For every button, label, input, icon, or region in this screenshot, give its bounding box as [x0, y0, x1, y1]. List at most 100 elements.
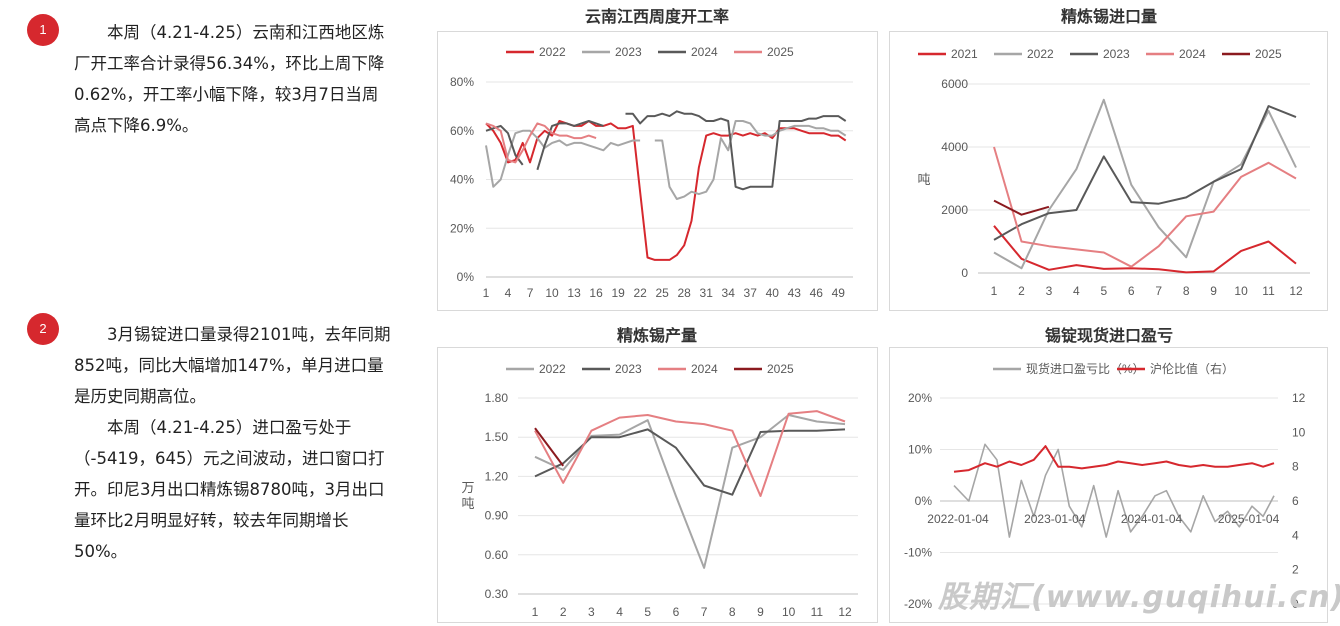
x-tick-label: 19 [611, 286, 625, 300]
series-line-2024 [534, 410, 846, 497]
x-tick-label: 10 [545, 286, 559, 300]
watermark-text: 股期汇(www.guqihui.cn) [938, 580, 1340, 615]
x-tick-label: 1 [483, 286, 490, 300]
x-tick-label: 46 [810, 286, 824, 300]
y-tick-label: 4000 [941, 140, 968, 154]
x-tick-label: 2022-01-04 [927, 512, 989, 526]
x-tick-label: 1 [532, 605, 539, 619]
y-tick-label: 0.30 [485, 587, 509, 601]
y-tick-label-right: 12 [1292, 391, 1306, 405]
series-line-ratio [953, 445, 1275, 473]
x-tick-label: 5 [1100, 284, 1107, 298]
x-tick-label: 4 [616, 605, 623, 619]
legend-label: 2022 [1027, 47, 1054, 61]
x-tick-label: 2023-01-04 [1024, 512, 1086, 526]
paragraph-capacity-rate: 本周（4.21-4.25）云南和江西地区炼厂开工率合计录得56.34%，环比上周… [74, 17, 392, 141]
x-tick-label: 7 [1155, 284, 1162, 298]
y-tick-label-left: -20% [904, 597, 932, 611]
x-tick-label: 10 [782, 605, 796, 619]
y-tick-label-left: 0% [915, 494, 933, 508]
legend-label: 2024 [691, 362, 718, 376]
x-tick-label: 8 [729, 605, 736, 619]
legend-label: 现货进口盈亏比（%） [1026, 361, 1145, 376]
legend-label: 2025 [767, 362, 794, 376]
x-tick-label: 16 [589, 286, 603, 300]
legend-label: 2024 [1179, 47, 1206, 61]
legend-label: 2023 [615, 362, 642, 376]
x-tick-label: 7 [527, 286, 534, 300]
y-tick-label-right: 8 [1292, 460, 1299, 474]
y-tick-label: 6000 [941, 77, 968, 91]
paragraph-import-volume: 3月锡锭进口量录得2101吨，去年同期852吨，同比大幅增加147%，单月进口量… [74, 319, 392, 567]
legend-label: 2021 [951, 47, 978, 61]
x-tick-label: 28 [678, 286, 692, 300]
y-tick-label: 80% [450, 75, 474, 89]
x-tick-label: 5 [644, 605, 651, 619]
y-tick-label: 1.50 [485, 430, 509, 444]
x-tick-label: 10 [1234, 284, 1248, 298]
y-tick-label-right: 4 [1292, 528, 1299, 542]
y-axis-label: 吨 [917, 172, 930, 187]
legend-label: 2023 [1103, 47, 1130, 61]
legend-label: 沪伦比值（右） [1150, 361, 1234, 376]
y-tick-label-right: 10 [1292, 425, 1306, 439]
legend-label: 2023 [615, 45, 642, 59]
series-line-2024 [485, 124, 524, 166]
series-line-2025 [485, 122, 597, 164]
series-line-profit [953, 443, 1275, 538]
chart-title: 精炼锡进口量 [1060, 7, 1157, 26]
y-tick-label-right: 6 [1292, 494, 1299, 508]
y-tick-label: 20% [450, 221, 474, 235]
legend-label: 2025 [1255, 47, 1282, 61]
chart-svg: 0.300.600.901.201.501.801 2 3 4 5 6 7 8 9 10 11 12万… [461, 362, 858, 619]
y-tick-label: 0 [961, 266, 968, 280]
series-line-2025 [534, 427, 565, 467]
y-tick-label: 0% [457, 270, 475, 284]
y-tick-label-left: -10% [904, 546, 932, 560]
x-tick-label: 43 [788, 286, 802, 300]
chart-panel-capacity-rate: 0% 20% 40% 60% 80% 1 4 7 10 13 16 19 22 25 28 31 34 37 40 4… [437, 31, 878, 311]
legend-label: 2024 [691, 45, 718, 59]
y-axis-label: 万 [461, 480, 474, 495]
series-line-2023 [654, 120, 847, 200]
series-line-2022 [534, 414, 846, 569]
y-tick-label-right: 0 [1292, 597, 1299, 611]
series-line-2024 [536, 120, 604, 171]
x-tick-label: 49 [832, 286, 846, 300]
x-tick-label: 25 [655, 286, 669, 300]
x-tick-label: 2025-01-04 [1218, 512, 1280, 526]
x-tick-label: 34 [722, 286, 736, 300]
chart-svg: 0% 20% 40% 60% 80% 1 4 7 10 13 16 19 22 25 28 31 34 37 40 4… [450, 45, 853, 300]
legend-label: 2022 [539, 362, 566, 376]
x-tick-label: 3 [1046, 284, 1053, 298]
x-tick-label: 4 [505, 286, 512, 300]
x-tick-label: 3 [588, 605, 595, 619]
y-tick-label: 0.90 [485, 509, 509, 523]
chart-title: 精炼锡产量 [616, 326, 697, 345]
x-tick-label: 6 [673, 605, 680, 619]
y-tick-label: 60% [450, 124, 474, 138]
x-tick-label: 9 [1210, 284, 1217, 298]
x-tick-label: 40 [766, 286, 780, 300]
x-tick-label: 6 [1128, 284, 1135, 298]
series-line-2024 [993, 146, 1297, 268]
x-tick-label: 37 [744, 286, 758, 300]
series-line-2023 [993, 105, 1297, 241]
chart-svg: -20% -10% 0% 10% 20% 0 2 4 6 8 10 12 2022-01-04 2023-… [904, 361, 1306, 611]
bullet-number-1: 1 [27, 14, 59, 46]
series-line-2022 [993, 98, 1297, 270]
chart-panel-import-profit: -20% -10% 0% 10% 20% 0 2 4 6 8 10 12 2022-01-04 2023-… [889, 347, 1328, 623]
x-tick-label: 11 [1262, 284, 1275, 298]
x-tick-label: 9 [757, 605, 764, 619]
x-tick-label: 1 [991, 284, 998, 298]
y-tick-label: 40% [450, 173, 474, 187]
series-line-2025 [993, 199, 1050, 216]
series-line-2021 [993, 225, 1297, 274]
x-tick-label: 8 [1183, 284, 1190, 298]
series-line-2023 [534, 428, 846, 496]
bullet-number-2: 2 [27, 313, 59, 345]
y-tick-label-left: 20% [908, 391, 932, 405]
x-tick-label: 4 [1073, 284, 1080, 298]
y-tick-label-right: 2 [1292, 563, 1299, 577]
y-tick-label: 2000 [941, 203, 968, 217]
